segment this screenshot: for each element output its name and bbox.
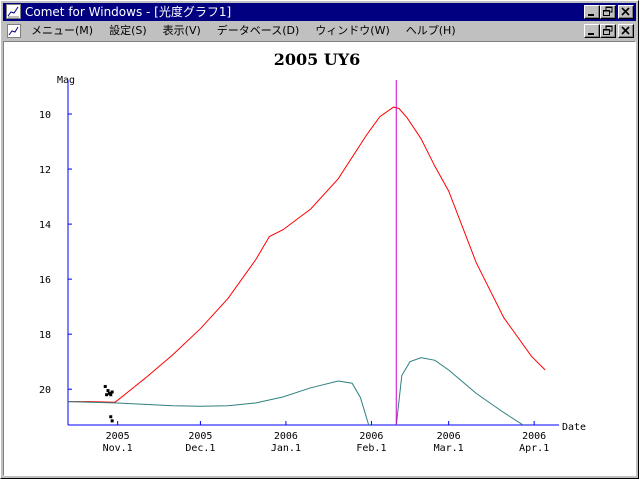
y-ticks: 10 12 14 16 18 20: [39, 110, 72, 396]
close-icon: [621, 26, 630, 35]
document-minimize-button[interactable]: [584, 24, 600, 38]
observation-point: [105, 393, 109, 397]
plot-area: [68, 80, 546, 425]
observation-point: [109, 415, 113, 419]
y-tick-label: 16: [39, 275, 51, 286]
observation-point: [110, 419, 114, 423]
y-tick-label: 12: [39, 165, 51, 176]
observation-point: [106, 389, 110, 393]
total-magnitude-curve: [68, 106, 546, 403]
document-icon[interactable]: [7, 24, 21, 38]
observation-point: [109, 393, 113, 397]
x-tick-year: 2006: [437, 431, 461, 442]
menu-item-database[interactable]: データベース(D): [216, 24, 300, 37]
y-tick-label: 20: [39, 385, 51, 396]
app-icon[interactable]: [6, 4, 21, 19]
x-tick-month: Jan.1: [271, 443, 301, 454]
document-restore-button[interactable]: [600, 24, 616, 38]
title-bar[interactable]: Comet for Windows - [光度グラフ1]: [3, 3, 636, 21]
x-tick-year: 2006: [522, 431, 546, 442]
nuclear-magnitude-curve-segment: [68, 380, 370, 425]
nuclear-magnitude-curve-segment: [395, 357, 524, 425]
x-axis-label: Date: [562, 422, 586, 433]
minimize-icon: [588, 14, 594, 16]
x-tick-month: Feb.1: [356, 443, 386, 454]
menu-bar: メニュー(M) 設定(S) 表示(V) データベース(D) ウィンドウ(W) ヘ…: [3, 22, 636, 40]
x-tick-month: Apr.1: [519, 443, 549, 454]
x-tick-month: Dec.1: [185, 443, 215, 454]
menu-item-menu[interactable]: メニュー(M): [31, 24, 94, 37]
x-tick-year: 2005: [106, 431, 130, 442]
minimize-button[interactable]: [584, 5, 600, 19]
close-icon: [621, 7, 630, 16]
observation-point: [103, 384, 107, 388]
x-tick-month: Mar.1: [434, 443, 464, 454]
y-tick-label: 18: [39, 330, 51, 341]
y-tick-label: 10: [39, 110, 51, 121]
y-axis-label: Mag: [57, 75, 75, 86]
window-controls: [584, 5, 634, 19]
menu-items: メニュー(M) 設定(S) 表示(V) データベース(D) ウィンドウ(W) ヘ…: [31, 24, 472, 38]
chart-title: 2005 UY6: [274, 50, 361, 69]
y-tick-label: 14: [39, 220, 51, 231]
close-button[interactable]: [618, 5, 634, 19]
menu-item-settings[interactable]: 設定(S): [109, 24, 147, 37]
x-tick-year: 2005: [188, 431, 212, 442]
window-title: Comet for Windows - [光度グラフ1]: [25, 5, 232, 19]
document-window-controls: [584, 24, 634, 38]
menu-item-help[interactable]: ヘルプ(H): [405, 24, 456, 37]
document-close-button[interactable]: [618, 24, 634, 38]
restore-icon: [603, 25, 613, 35]
observation-point: [110, 390, 114, 394]
axes: [67, 80, 559, 426]
menu-item-window[interactable]: ウィンドウ(W): [315, 24, 390, 37]
minimize-icon: [588, 33, 594, 35]
x-tick-year: 2006: [274, 431, 298, 442]
x-tick-month: Nov.1: [103, 443, 133, 454]
x-tick-year: 2006: [359, 431, 383, 442]
light-curve-graph-view[interactable]: 2005 UY6 Mag Date 10 12 14 16 18 20 2005 Nov.1…: [3, 41, 636, 476]
restore-icon: [603, 6, 613, 16]
x-ticks: 2005Nov.12005Dec.12006Jan.12006Feb.12006…: [103, 421, 549, 454]
restore-button[interactable]: [600, 5, 616, 19]
menu-item-view[interactable]: 表示(V): [162, 24, 201, 37]
